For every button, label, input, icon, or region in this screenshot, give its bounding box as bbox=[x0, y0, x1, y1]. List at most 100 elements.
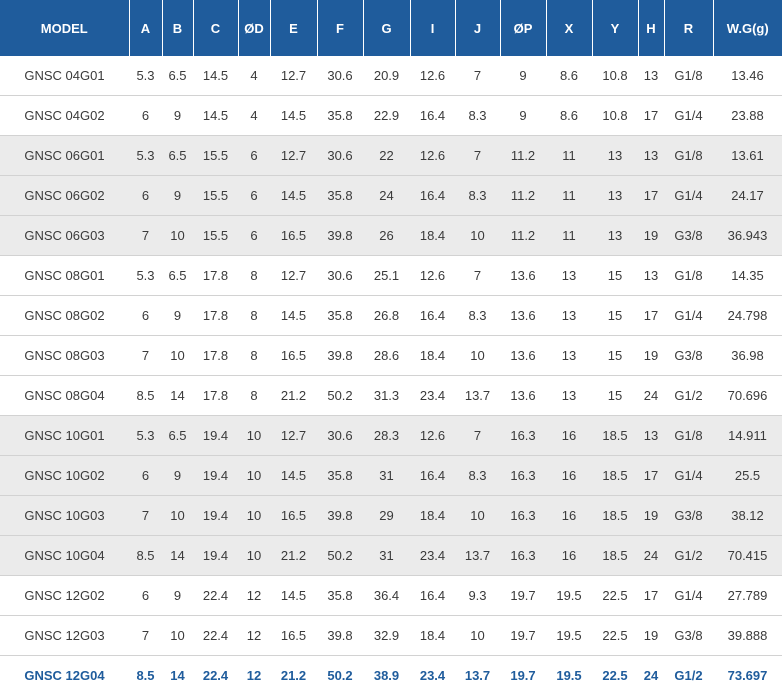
d-cell: 12 bbox=[238, 576, 270, 616]
c-cell: 17.8 bbox=[193, 296, 238, 336]
r-cell: G1/4 bbox=[664, 176, 713, 216]
g-cell: 36.4 bbox=[363, 576, 410, 616]
f-cell: 30.6 bbox=[317, 416, 363, 456]
j-cell: 8.3 bbox=[455, 96, 500, 136]
i-cell: 18.4 bbox=[410, 216, 455, 256]
y-cell: 22.5 bbox=[592, 616, 638, 656]
b-cell: 9 bbox=[162, 296, 193, 336]
e-cell: 21.2 bbox=[270, 536, 317, 576]
f-cell: 39.8 bbox=[317, 496, 363, 536]
x-cell: 16 bbox=[546, 416, 592, 456]
p-cell: 16.3 bbox=[500, 416, 546, 456]
model-cell: GNSC 12G04 bbox=[0, 656, 129, 695]
x-cell: 13 bbox=[546, 296, 592, 336]
d-cell: 10 bbox=[238, 456, 270, 496]
g-cell: 22.9 bbox=[363, 96, 410, 136]
y-cell: 18.5 bbox=[592, 496, 638, 536]
i-cell: 12.6 bbox=[410, 56, 455, 96]
c-cell: 17.8 bbox=[193, 336, 238, 376]
model-cell: GNSC 08G01 bbox=[0, 256, 129, 296]
p-cell: 19.7 bbox=[500, 656, 546, 695]
i-cell: 16.4 bbox=[410, 96, 455, 136]
d-cell: 8 bbox=[238, 376, 270, 416]
r-cell: G1/4 bbox=[664, 576, 713, 616]
y-cell: 22.5 bbox=[592, 656, 638, 695]
h-cell: 24 bbox=[638, 656, 664, 695]
h-cell: 19 bbox=[638, 496, 664, 536]
column-header-c: C bbox=[193, 0, 238, 56]
p-cell: 13.6 bbox=[500, 296, 546, 336]
a-cell: 6 bbox=[129, 96, 162, 136]
p-cell: 13.6 bbox=[500, 256, 546, 296]
p-cell: 13.6 bbox=[500, 336, 546, 376]
d-cell: 10 bbox=[238, 536, 270, 576]
c-cell: 19.4 bbox=[193, 536, 238, 576]
p-cell: 9 bbox=[500, 56, 546, 96]
r-cell: G1/4 bbox=[664, 296, 713, 336]
i-cell: 12.6 bbox=[410, 136, 455, 176]
i-cell: 16.4 bbox=[410, 456, 455, 496]
model-cell: GNSC 10G03 bbox=[0, 496, 129, 536]
f-cell: 39.8 bbox=[317, 616, 363, 656]
a-cell: 8.5 bbox=[129, 376, 162, 416]
y-cell: 15 bbox=[592, 376, 638, 416]
e-cell: 12.7 bbox=[270, 136, 317, 176]
h-cell: 24 bbox=[638, 536, 664, 576]
b-cell: 6.5 bbox=[162, 56, 193, 96]
wg-cell: 23.88 bbox=[713, 96, 782, 136]
column-header-d: ØD bbox=[238, 0, 270, 56]
wg-cell: 39.888 bbox=[713, 616, 782, 656]
g-cell: 32.9 bbox=[363, 616, 410, 656]
i-cell: 23.4 bbox=[410, 656, 455, 695]
h-cell: 17 bbox=[638, 576, 664, 616]
d-cell: 10 bbox=[238, 496, 270, 536]
j-cell: 9.3 bbox=[455, 576, 500, 616]
d-cell: 8 bbox=[238, 256, 270, 296]
x-cell: 16 bbox=[546, 496, 592, 536]
f-cell: 35.8 bbox=[317, 576, 363, 616]
wg-cell: 70.696 bbox=[713, 376, 782, 416]
i-cell: 23.4 bbox=[410, 536, 455, 576]
d-cell: 6 bbox=[238, 216, 270, 256]
b-cell: 6.5 bbox=[162, 416, 193, 456]
model-cell: GNSC 06G02 bbox=[0, 176, 129, 216]
g-cell: 31.3 bbox=[363, 376, 410, 416]
d-cell: 12 bbox=[238, 656, 270, 695]
f-cell: 35.8 bbox=[317, 96, 363, 136]
r-cell: G1/8 bbox=[664, 56, 713, 96]
f-cell: 39.8 bbox=[317, 336, 363, 376]
j-cell: 13.7 bbox=[455, 376, 500, 416]
e-cell: 12.7 bbox=[270, 256, 317, 296]
x-cell: 8.6 bbox=[546, 56, 592, 96]
x-cell: 19.5 bbox=[546, 616, 592, 656]
a-cell: 7 bbox=[129, 336, 162, 376]
r-cell: G3/8 bbox=[664, 616, 713, 656]
g-cell: 28.3 bbox=[363, 416, 410, 456]
p-cell: 16.3 bbox=[500, 536, 546, 576]
y-cell: 10.8 bbox=[592, 56, 638, 96]
j-cell: 10 bbox=[455, 216, 500, 256]
y-cell: 22.5 bbox=[592, 576, 638, 616]
e-cell: 16.5 bbox=[270, 496, 317, 536]
h-cell: 13 bbox=[638, 256, 664, 296]
wg-cell: 36.98 bbox=[713, 336, 782, 376]
c-cell: 15.5 bbox=[193, 136, 238, 176]
j-cell: 13.7 bbox=[455, 536, 500, 576]
model-cell: GNSC 10G01 bbox=[0, 416, 129, 456]
f-cell: 50.2 bbox=[317, 536, 363, 576]
column-header-a: A bbox=[129, 0, 162, 56]
b-cell: 10 bbox=[162, 496, 193, 536]
a-cell: 5.3 bbox=[129, 416, 162, 456]
p-cell: 11.2 bbox=[500, 136, 546, 176]
x-cell: 19.5 bbox=[546, 576, 592, 616]
b-cell: 14 bbox=[162, 536, 193, 576]
j-cell: 7 bbox=[455, 56, 500, 96]
